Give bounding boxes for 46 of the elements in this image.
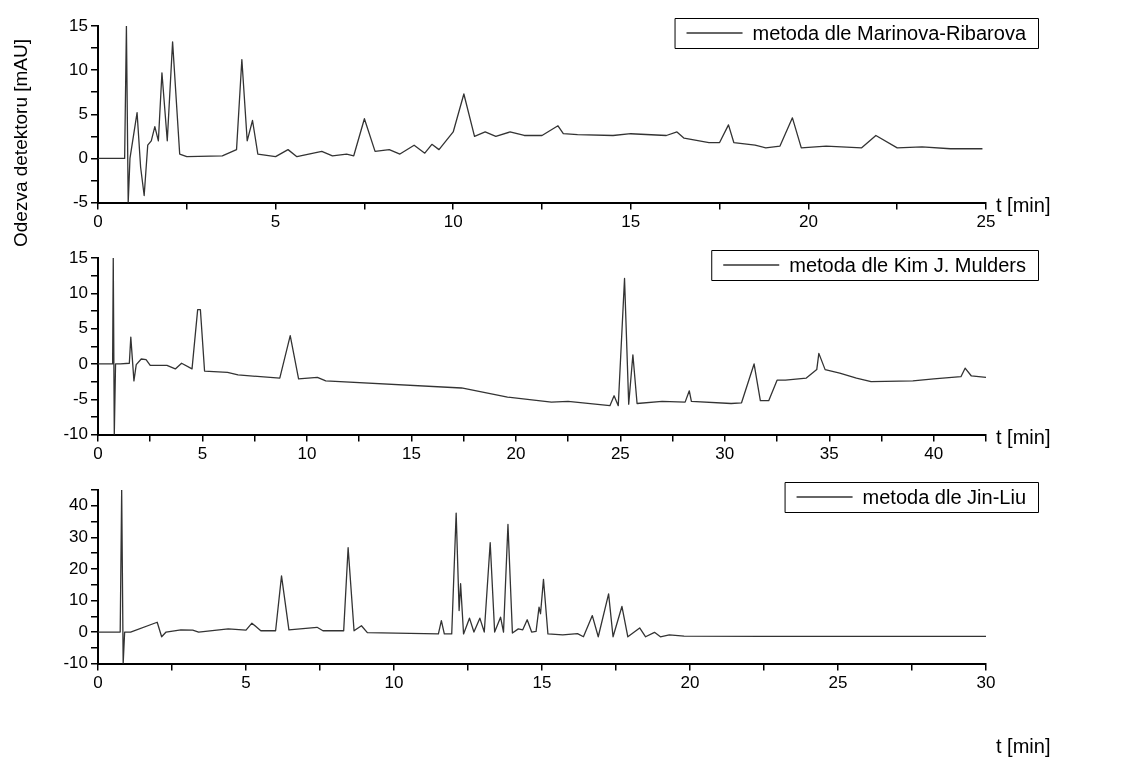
x-tick-label: 15 <box>532 673 552 693</box>
legend-label: metoda dle Marinova-Ribarova <box>752 21 1027 44</box>
y-tick-label: -5 <box>72 192 88 212</box>
y-tick-label: 40 <box>69 495 88 515</box>
x-tick-label: 10 <box>297 444 317 464</box>
y-tick-label: 15 <box>69 15 88 35</box>
y-tick-label: 10 <box>69 590 88 610</box>
y-tick-label: 10 <box>69 283 88 303</box>
x-tick-label: 30 <box>976 673 996 693</box>
y-tick-label: 0 <box>78 621 88 641</box>
y-tick-label: -10 <box>63 653 88 673</box>
y-tick-label: 5 <box>78 103 88 123</box>
legend-label: metoda dle Jin-Liu <box>862 485 1027 508</box>
x-tick-label: 15 <box>621 212 641 232</box>
legend-label: metoda dle Kim J. Mulders <box>789 253 1027 276</box>
x-tick-label: 0 <box>93 444 103 464</box>
y-tick-label: 10 <box>69 59 88 79</box>
y-tick-label: 0 <box>78 148 88 168</box>
x-tick-label: 0 <box>93 673 103 693</box>
x-tick-label: 20 <box>680 673 700 693</box>
x-tick-label: 30 <box>715 444 735 464</box>
y-tick-label: 30 <box>69 527 88 547</box>
y-axis-title: Odezva detektoru [mAU] <box>10 38 32 248</box>
x-tick-label: 35 <box>819 444 839 464</box>
x-tick-label: 20 <box>506 444 526 464</box>
y-tick-label: -5 <box>72 388 88 408</box>
x-tick-label: 25 <box>828 673 848 693</box>
x-tick-label: 5 <box>270 212 281 232</box>
x-axis-title: t [min] <box>996 734 1051 757</box>
x-tick-label: 10 <box>443 212 463 232</box>
x-tick-label: 0 <box>93 212 103 232</box>
x-tick-label: 10 <box>384 673 404 693</box>
x-tick-label: 5 <box>241 673 251 693</box>
y-tick-label: 15 <box>69 247 88 267</box>
x-axis-title: t [min] <box>996 426 1051 449</box>
x-tick-label: 25 <box>976 212 996 232</box>
x-axis-title: t [min] <box>996 194 1051 217</box>
y-tick-label: -10 <box>63 424 88 444</box>
y-tick-label: 20 <box>69 558 88 578</box>
x-tick-label: 20 <box>798 212 818 232</box>
y-tick-label: 0 <box>78 353 88 373</box>
y-tick-label: 5 <box>78 318 88 338</box>
x-tick-label: 15 <box>401 444 421 464</box>
x-tick-label: 5 <box>197 444 208 464</box>
x-tick-label: 40 <box>924 444 944 464</box>
x-tick-label: 25 <box>610 444 630 464</box>
